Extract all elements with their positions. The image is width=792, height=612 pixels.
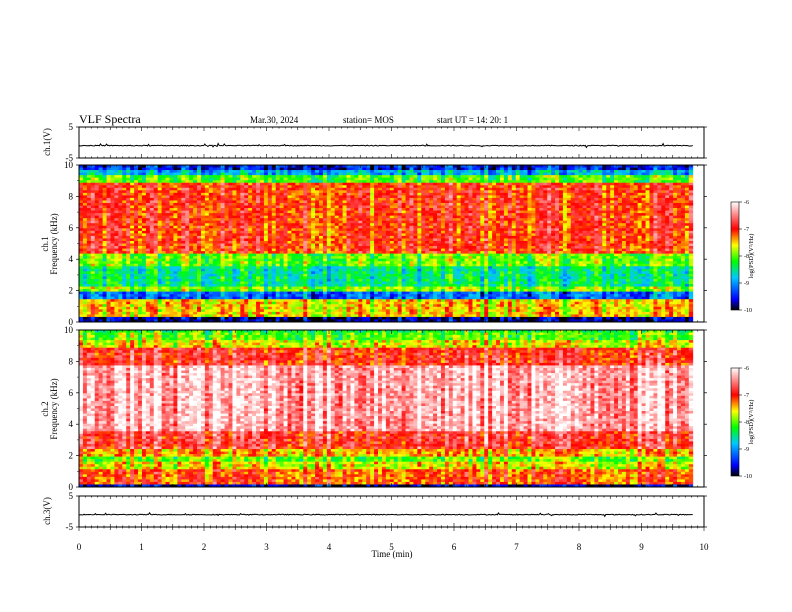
x-tick-label: 4: [327, 542, 332, 552]
waveform-trace: [79, 144, 693, 148]
ch2-spec-ylabel2: Frequency (kHz): [49, 378, 59, 439]
y-tick-label: 8: [69, 191, 74, 201]
ch3-wave-ylabel: ch.3(V): [42, 497, 52, 525]
colorbar-tick-label: -6: [744, 366, 749, 372]
y-tick-label: 6: [69, 388, 74, 398]
y-tick-label: 5: [69, 491, 74, 501]
colorbar-tick-label: -10: [744, 474, 752, 480]
ch2-spectrogram: [79, 330, 693, 487]
header-start-ut: start UT = 14: 20: 1: [437, 115, 508, 125]
y-tick-label: 10: [64, 325, 74, 335]
colorbar-tick-label: -7: [744, 393, 749, 399]
ch1-colorbar: [731, 202, 739, 310]
colorbar-tick-label: -10: [744, 308, 752, 314]
ch1-colorbar-label: log(PSD)(V²/Hz): [748, 234, 755, 279]
x-tick-label: 0: [77, 542, 82, 552]
figure-title: VLF Spectra: [79, 112, 141, 126]
ch1-spectrogram: [79, 165, 693, 322]
header-date: Mar.30, 2024: [250, 115, 299, 125]
x-tick-label: 1: [139, 542, 144, 552]
ch2-colorbar: [731, 368, 739, 476]
ch2-colorbar-label: log(PSD)(V²/Hz): [748, 400, 755, 445]
x-tick-label: 3: [264, 542, 269, 552]
colorbar-tick-label: -7: [744, 227, 749, 233]
header-station: station= MOS: [343, 115, 394, 125]
y-tick-label: 4: [69, 254, 74, 264]
x-tick-label: 8: [577, 542, 582, 552]
ch1-waveform: [79, 144, 693, 148]
y-tick-label: -5: [66, 522, 74, 532]
ch3-waveform: [79, 513, 693, 517]
panel-frame: [79, 127, 704, 158]
x-tick-label: 7: [514, 542, 519, 552]
ch1-spec-ylabel2: Frequency (kHz): [49, 213, 59, 274]
y-tick-label: 2: [69, 451, 74, 461]
x-tick-label: 10: [700, 542, 710, 552]
colorbar-tick-label: -9: [744, 447, 749, 453]
x-tick-label: 9: [639, 542, 644, 552]
y-tick-label: 5: [69, 122, 74, 132]
y-tick-label: 2: [69, 286, 74, 296]
waveform-trace: [79, 513, 693, 517]
y-tick-label: 10: [64, 160, 74, 170]
x-tick-label: 6: [452, 542, 457, 552]
y-tick-label: 8: [69, 356, 74, 366]
y-tick-label: 4: [69, 419, 74, 429]
colorbar-tick-label: -6: [744, 200, 749, 206]
panel-frame: [79, 496, 704, 527]
vlf-figure: VLF Spectra Mar.30, 2024 station= MOS st…: [0, 0, 792, 612]
colorbar-tick-label: -9: [744, 281, 749, 287]
ch1-wave-ylabel: ch.1(V): [42, 128, 52, 156]
x-tick-label: 2: [202, 542, 207, 552]
x-axis-label: Time (min): [372, 549, 413, 559]
y-tick-label: 6: [69, 223, 74, 233]
